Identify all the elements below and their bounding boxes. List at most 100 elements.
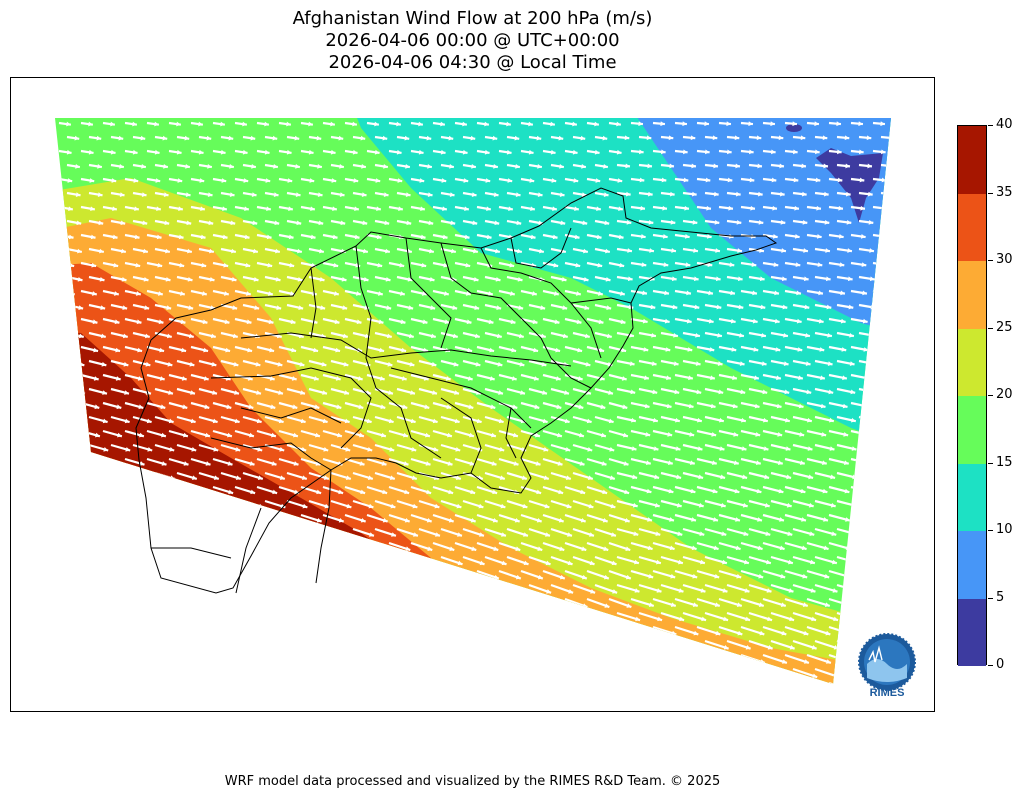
wind-arrow — [528, 639, 553, 651]
wind-arrow-head — [297, 248, 302, 254]
wind-arrow-head — [654, 502, 660, 508]
wind-arrow-head — [596, 206, 601, 212]
wind-arrow-head — [804, 304, 810, 310]
wind-arrow — [858, 527, 881, 536]
wind-arrow-head — [224, 319, 230, 325]
wind-arrow-head — [519, 361, 525, 367]
wind-arrow-head — [268, 319, 274, 325]
wind-arrow — [616, 639, 641, 650]
wind-arrow-head — [858, 121, 863, 127]
wind-arrow-head — [105, 560, 111, 566]
wind-arrow-head — [739, 332, 744, 338]
wind-arrow-head — [886, 403, 891, 409]
wind-arrow-head — [656, 559, 661, 565]
wind-arrow-head — [691, 191, 697, 197]
wind-arrow — [903, 165, 916, 166]
wind-arrow — [256, 625, 281, 637]
wind-arrow — [146, 625, 171, 637]
wind-arrow-head — [874, 474, 880, 480]
wind-arrow-head — [624, 135, 630, 141]
wind-arrow-head — [612, 589, 618, 594]
wind-arrow-head — [103, 446, 109, 452]
wind-arrow-head — [172, 589, 178, 594]
wind-arrow-head — [159, 347, 165, 353]
wind-arrow-head — [412, 503, 418, 509]
wind-arrow-head — [642, 290, 647, 296]
wind-arrow-head — [452, 333, 458, 339]
wind-arrow — [410, 625, 435, 637]
wind-arrow-head — [513, 432, 518, 438]
wind-arrow-head — [121, 660, 127, 665]
wind-arrow-head — [625, 191, 631, 197]
wind-arrow-head — [269, 347, 275, 353]
wind-arrow-head — [256, 418, 262, 424]
wind-arrow-head — [189, 361, 195, 367]
wind-arrow — [154, 667, 180, 680]
wind-arrow-head — [866, 488, 872, 494]
wind-arrow-head — [684, 234, 690, 239]
wind-arrow — [242, 611, 267, 623]
wind-arrow-head — [173, 646, 179, 651]
wind-arrow-head — [865, 432, 871, 437]
wind-arrow-head — [206, 135, 212, 141]
wind-arrow-head — [119, 192, 125, 197]
wind-arrow-head — [743, 531, 749, 536]
wind-arrow-head — [274, 631, 280, 637]
wind-arrow-head — [906, 291, 911, 296]
wind-arrow-head — [490, 404, 496, 410]
wind-arrow-head — [141, 163, 146, 169]
wind-arrow-head — [788, 559, 793, 565]
wind-arrow-head — [777, 460, 783, 466]
wind-arrow — [858, 415, 879, 423]
wind-arrow-head — [642, 318, 648, 324]
wind-arrow-head — [759, 276, 765, 282]
wind-arrow-head — [695, 332, 700, 338]
wind-arrow-head — [421, 262, 427, 268]
wind-arrow-head — [467, 347, 473, 353]
wind-arrow-head — [552, 206, 557, 212]
wind-arrow — [58, 681, 84, 684]
wind-arrow-head — [211, 361, 217, 367]
wind-arrow-head — [574, 234, 580, 240]
wind-arrow-head — [784, 389, 790, 395]
wind-arrow-head — [689, 460, 695, 466]
wind-arrow — [308, 667, 334, 680]
wind-arrow-head — [547, 674, 553, 679]
wind-arrow-head — [182, 404, 188, 410]
wind-arrow — [616, 667, 642, 679]
wind-arrow-head — [345, 446, 351, 452]
wind-arrow-head — [898, 560, 903, 565]
wind-arrow-head — [780, 219, 786, 225]
wind-arrow-head — [495, 660, 501, 665]
wind-arrow-head — [661, 177, 667, 183]
wind-arrow-head — [347, 560, 353, 566]
wind-arrow-head — [517, 660, 523, 665]
wind-arrow-head — [429, 248, 434, 254]
wind-arrow-head — [873, 446, 879, 451]
wind-arrow — [212, 597, 236, 609]
wind-arrow-head — [268, 291, 273, 296]
wind-arrow-head — [581, 163, 586, 169]
wind-arrow-head — [458, 589, 464, 594]
wind-arrow-head — [442, 206, 447, 212]
wind-arrow-head — [405, 546, 411, 551]
wind-arrow-head — [339, 546, 345, 551]
wind-arrow — [176, 555, 199, 566]
wind-arrow-head — [648, 602, 654, 607]
wind-arrow-head — [497, 361, 503, 367]
map-title-line3: 2026-04-06 04:30 @ Local Time — [328, 52, 617, 73]
wind-arrow-head — [163, 192, 169, 197]
wind-arrow — [308, 583, 332, 594]
wind-arrow-head — [495, 248, 500, 254]
wind-arrow — [110, 527, 133, 537]
wind-arrow-head — [474, 333, 480, 339]
wind-arrow-head — [632, 474, 638, 480]
wind-arrow-head — [261, 646, 267, 651]
wind-arrow-head — [794, 234, 800, 239]
wind-arrow-head — [755, 432, 761, 437]
wind-arrow — [190, 513, 213, 523]
wind-arrow-head — [75, 574, 81, 580]
wind-arrow-head — [191, 475, 197, 480]
wind-arrow — [80, 457, 101, 466]
wind-arrow — [630, 653, 656, 664]
